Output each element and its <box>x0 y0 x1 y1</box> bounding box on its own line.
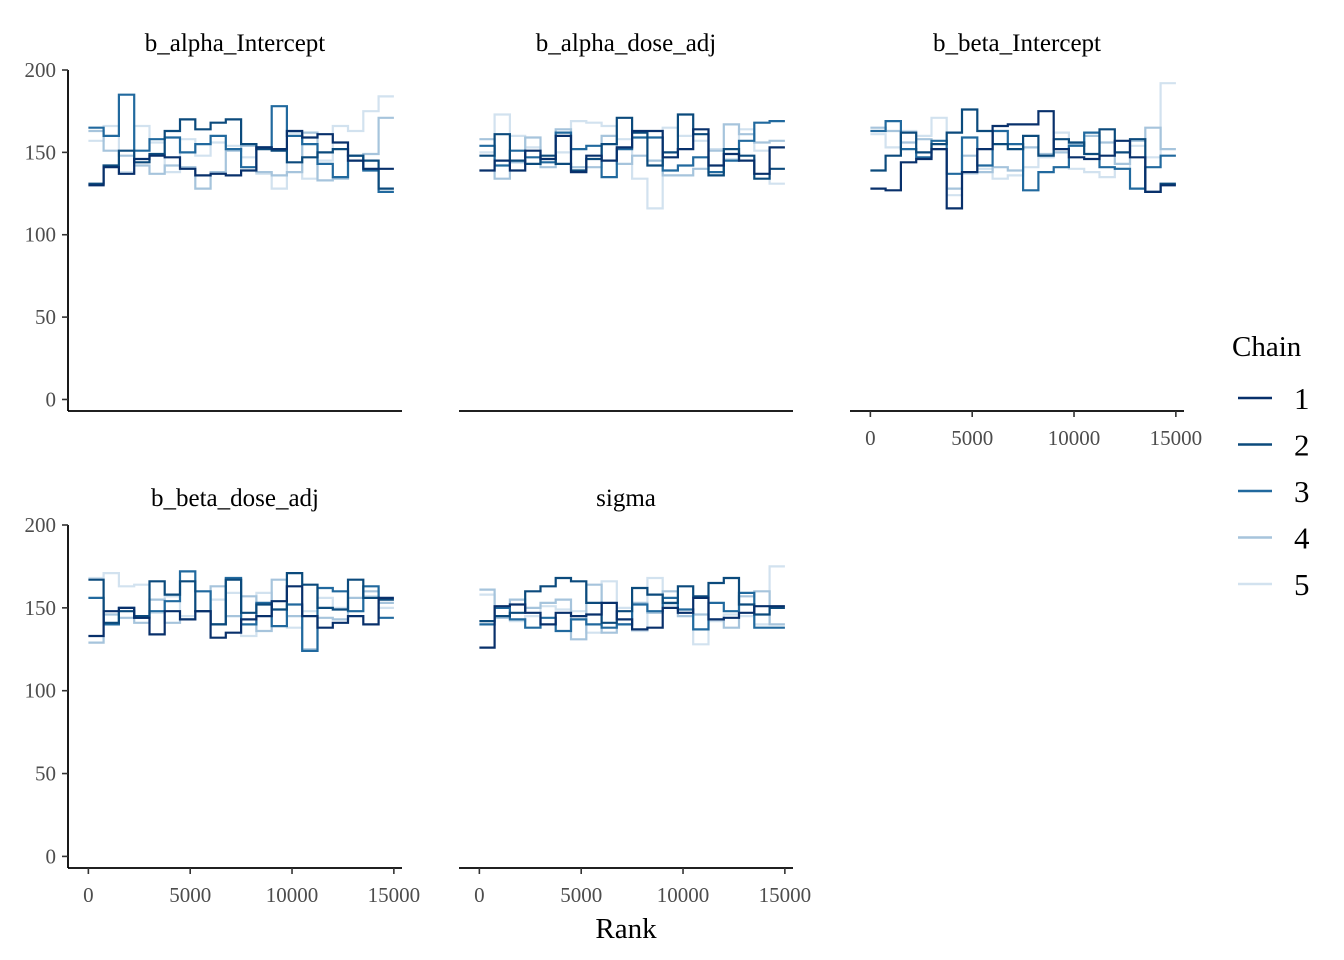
x-tick-label: 0 <box>83 883 94 907</box>
chain-1-line <box>88 585 394 639</box>
legend-label-2: 2 <box>1294 428 1310 463</box>
x-tick-label: 10000 <box>657 883 710 907</box>
chain-1-line <box>88 129 394 187</box>
y-tick-label: 200 <box>25 58 57 82</box>
y-tick-label: 100 <box>25 223 57 247</box>
chain-2-line <box>870 108 1176 193</box>
panel-title: b_beta_dose_adj <box>151 485 319 512</box>
legend: Chain 1 2 3 4 5 <box>1232 331 1310 602</box>
panel-0: b_alpha_Intercept 0 50 100 150 200 <box>25 30 402 412</box>
chain-2-line <box>88 572 394 626</box>
chain-1-line <box>479 128 785 175</box>
chain-3-line <box>479 120 785 179</box>
legend-label-4: 4 <box>1294 521 1310 556</box>
x-tick-label: 5000 <box>951 426 993 450</box>
x-axis-title: Rank <box>595 913 657 945</box>
panel-title: b_alpha_dose_adj <box>536 30 717 57</box>
chain-4-line <box>479 123 785 180</box>
legend-title: Chain <box>1232 331 1302 363</box>
panel-title: b_beta_Intercept <box>933 30 1101 57</box>
y-tick-label: 150 <box>25 140 57 164</box>
x-tick-label: 15000 <box>1150 426 1203 450</box>
chain-1-line <box>870 110 1176 210</box>
y-tick-label: 0 <box>46 387 57 411</box>
legend-items: 1 2 3 4 5 <box>1238 381 1310 602</box>
chain-2-line <box>479 576 785 624</box>
chain-2-line <box>88 118 394 190</box>
y-tick-label: 200 <box>25 513 57 537</box>
panels: b_alpha_Intercept 0 50 100 150 200 b_alpha_dos… <box>25 30 1203 907</box>
x-tick-label: 15000 <box>759 883 812 907</box>
y-tick-label: 100 <box>25 679 57 703</box>
legend-label-5: 5 <box>1294 567 1310 602</box>
y-tick-label: 150 <box>25 596 57 620</box>
x-tick-label: 10000 <box>1048 426 1101 450</box>
panel-1: b_alpha_dose_adj <box>459 30 793 412</box>
y-tick-label: 0 <box>46 844 57 868</box>
panel-title: b_alpha_Intercept <box>145 30 326 57</box>
x-tick-label: 10000 <box>266 883 319 907</box>
legend-label-3: 3 <box>1294 474 1310 509</box>
chain-3-line <box>88 93 394 193</box>
chain-3-line <box>870 120 1176 192</box>
x-tick-label: 15000 <box>368 883 421 907</box>
x-tick-label: 5000 <box>169 883 211 907</box>
panel-3: b_beta_dose_adj 0 50 100 150 200 0 5000 10000 150… <box>25 485 421 907</box>
chain-2-line <box>479 113 785 180</box>
legend-label-1: 1 <box>1294 381 1310 416</box>
x-tick-label: 0 <box>865 426 876 450</box>
panel-2: b_beta_Intercept 0 5000 10000 15000 <box>850 30 1202 450</box>
x-tick-label: 5000 <box>560 883 602 907</box>
y-tick-label: 50 <box>35 305 56 329</box>
panel-4: sigma 0 5000 10000 15000 <box>459 485 811 907</box>
panel-title: sigma <box>596 485 656 512</box>
x-tick-label: 0 <box>474 883 485 907</box>
y-tick-label: 50 <box>35 762 56 786</box>
chain-1-line <box>479 596 785 649</box>
